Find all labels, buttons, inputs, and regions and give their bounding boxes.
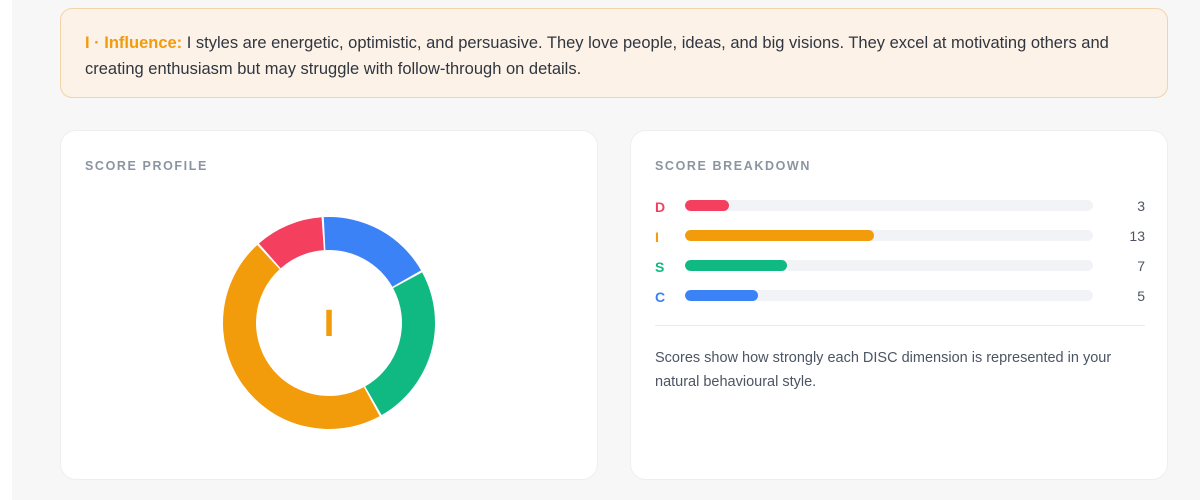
score-row-i: I 13 <box>655 223 1145 253</box>
donut-chart: I <box>61 131 599 481</box>
score-bar-fill <box>685 230 875 241</box>
page-left-strip <box>0 0 12 500</box>
influence-callout: I · Influence: I styles are energetic, o… <box>60 8 1168 98</box>
score-count: 3 <box>1137 198 1145 214</box>
score-breakdown-card: SCORE BREAKDOWN D 3 I 13 S 7 C 5 Scores … <box>630 130 1168 480</box>
score-count: 5 <box>1137 288 1145 304</box>
donut-center-label: I <box>324 303 335 345</box>
score-bar-fill <box>685 260 787 271</box>
score-bar-track <box>685 290 1093 301</box>
score-row-s: S 7 <box>655 253 1145 283</box>
callout-text: I styles are energetic, optimistic, and … <box>85 34 1109 78</box>
score-letter: I <box>655 229 659 245</box>
donut-segment-c <box>323 217 422 287</box>
score-breakdown-title: SCORE BREAKDOWN <box>655 159 811 173</box>
donut-chart-svg: I <box>222 217 435 430</box>
score-count: 7 <box>1137 258 1145 274</box>
score-bar-fill <box>685 200 729 211</box>
score-profile-title: SCORE PROFILE <box>85 159 208 173</box>
score-breakdown-rows: D 3 I 13 S 7 C 5 <box>655 193 1145 313</box>
callout-lead: I · Influence: <box>85 34 183 52</box>
score-row-d: D 3 <box>655 193 1145 223</box>
donut-segment-s <box>365 272 435 416</box>
divider <box>655 325 1145 326</box>
score-count: 13 <box>1129 228 1145 244</box>
score-letter: D <box>655 199 666 215</box>
score-letter: S <box>655 259 665 275</box>
score-bar-fill <box>685 290 758 301</box>
score-row-c: C 5 <box>655 283 1145 313</box>
donut-segment-i <box>222 244 380 430</box>
score-profile-card: SCORE PROFILE I <box>60 130 598 480</box>
score-letter: C <box>655 289 666 305</box>
score-bar-track <box>685 230 1093 241</box>
score-note: Scores show how strongly each DISC dimen… <box>655 350 1112 390</box>
score-bar-track <box>685 260 1093 271</box>
score-bar-track <box>685 200 1093 211</box>
donut-segment-d <box>258 217 324 269</box>
